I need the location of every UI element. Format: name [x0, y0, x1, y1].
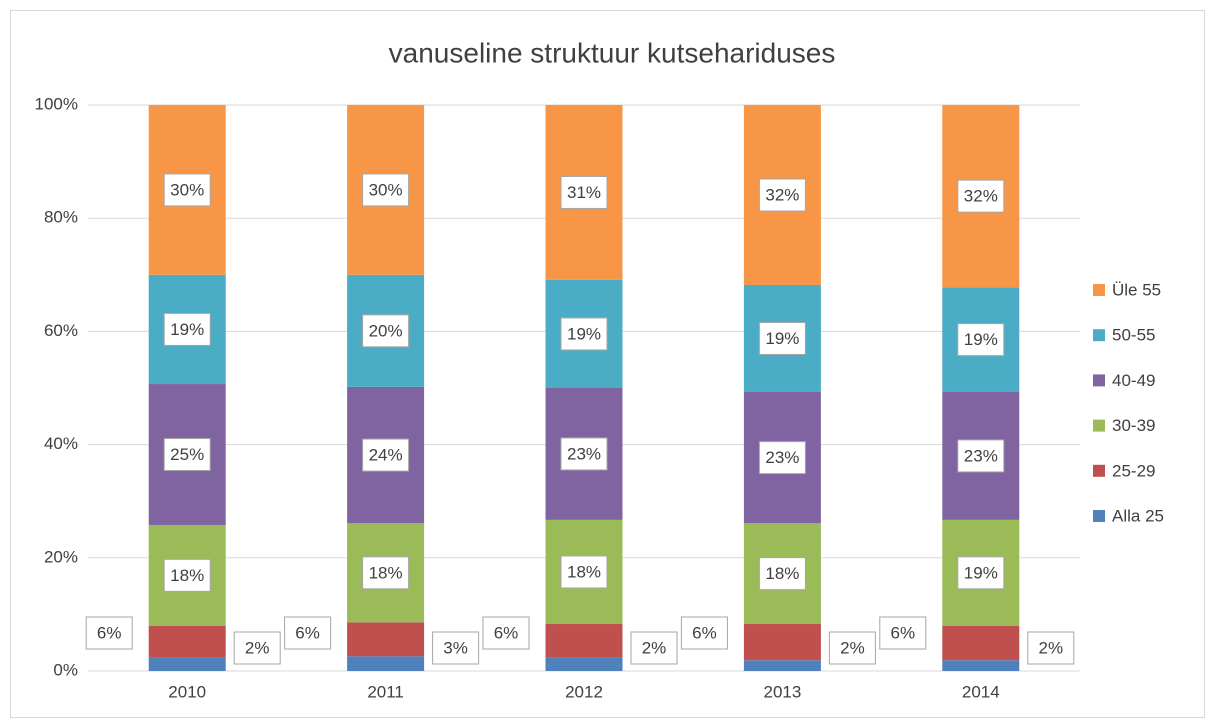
- data-label: 23%: [765, 448, 799, 467]
- data-label-box: [233, 631, 281, 665]
- data-label-box: [758, 441, 806, 475]
- data-label: 30%: [170, 180, 204, 199]
- data-label: 19%: [964, 330, 998, 349]
- data-label: 6%: [494, 623, 519, 642]
- y-tick-label: 80%: [44, 208, 78, 227]
- bar-segment: [743, 660, 821, 671]
- data-label: 2%: [245, 638, 270, 657]
- data-label: 25%: [170, 445, 204, 464]
- data-label-box: [560, 555, 608, 589]
- data-label: 3%: [443, 638, 468, 657]
- data-label-box: [163, 438, 211, 472]
- legend-swatch: [1093, 284, 1105, 296]
- data-label: 2%: [840, 638, 865, 657]
- data-label: 6%: [891, 623, 916, 642]
- data-label: 18%: [765, 564, 799, 583]
- y-tick-label: 60%: [44, 321, 78, 340]
- bar-segment: [347, 656, 425, 671]
- data-label-box: [1027, 631, 1075, 665]
- y-tick-label: 40%: [44, 434, 78, 453]
- data-label-box: [560, 437, 608, 471]
- bar-segment: [148, 625, 226, 658]
- data-label: 2%: [642, 638, 667, 657]
- x-tick-label: 2011: [367, 682, 404, 701]
- data-label-box: [163, 173, 211, 207]
- data-label: 31%: [567, 183, 601, 202]
- data-label: 30%: [369, 180, 403, 199]
- data-label-box: [630, 631, 678, 665]
- y-tick-label: 100%: [35, 94, 78, 113]
- data-label: 19%: [567, 324, 601, 343]
- bar-segment: [545, 657, 623, 671]
- data-label-box: [879, 616, 927, 650]
- data-label: 18%: [170, 566, 204, 585]
- bar-segment: [148, 657, 226, 671]
- bar-segment: [743, 624, 821, 661]
- data-label-box: [758, 557, 806, 591]
- legend-swatch: [1093, 464, 1105, 477]
- data-label-box: [560, 175, 608, 209]
- data-label-box: [432, 631, 480, 665]
- bar-segment: [347, 622, 425, 657]
- data-label-box: [284, 616, 332, 650]
- data-label-box: [758, 178, 806, 212]
- data-label: 18%: [369, 563, 403, 582]
- legend-label: 40-49: [1112, 371, 1155, 390]
- bar-segment: [942, 625, 1020, 661]
- x-tick-label: 2012: [565, 682, 603, 701]
- data-label: 6%: [295, 623, 320, 642]
- legend-label: Üle 55: [1112, 280, 1161, 299]
- data-label-box: [362, 556, 410, 590]
- data-label: 23%: [567, 444, 601, 463]
- data-label: 19%: [765, 329, 799, 348]
- data-label-box: [362, 314, 410, 348]
- data-label: 24%: [369, 446, 403, 465]
- data-label-box: [828, 631, 876, 665]
- data-label-box: [560, 317, 608, 351]
- data-label: 6%: [97, 623, 122, 642]
- data-label-box: [362, 438, 410, 472]
- data-label-box: [957, 323, 1005, 357]
- data-label-box: [482, 616, 530, 650]
- bar-segment: [545, 624, 623, 658]
- x-tick-label: 2014: [962, 682, 1000, 701]
- data-label: 19%: [170, 320, 204, 339]
- data-label-box: [957, 179, 1005, 213]
- legend-swatch: [1093, 510, 1105, 522]
- data-label: 32%: [765, 185, 799, 204]
- data-label-box: [163, 558, 211, 592]
- x-tick-label: 2010: [168, 682, 206, 701]
- legend-label: Alla 25: [1112, 506, 1164, 525]
- data-label-box: [163, 312, 211, 346]
- data-label: 18%: [567, 562, 601, 581]
- data-label: 20%: [369, 321, 403, 340]
- x-tick-label: 2013: [763, 682, 801, 701]
- data-label: 2%: [1039, 638, 1064, 657]
- data-label-box: [957, 439, 1005, 473]
- legend-label: 25-29: [1112, 461, 1155, 480]
- data-label: 19%: [964, 563, 998, 582]
- y-tick-label: 0%: [53, 660, 78, 679]
- legend-swatch: [1093, 329, 1105, 342]
- legend-label: 30-39: [1112, 416, 1155, 435]
- data-label: 6%: [692, 623, 717, 642]
- legend-swatch: [1093, 374, 1105, 387]
- bar-segment: [942, 660, 1020, 671]
- data-label: 32%: [964, 187, 998, 206]
- data-label-box: [758, 321, 806, 355]
- data-label-box: [85, 616, 133, 650]
- data-label-box: [957, 556, 1005, 590]
- data-label-box: [680, 616, 728, 650]
- data-label: 23%: [964, 446, 998, 465]
- data-label-box: [362, 173, 410, 207]
- chart-title: vanuseline struktuur kutsehariduses: [389, 37, 836, 68]
- y-tick-label: 20%: [44, 547, 78, 566]
- legend-swatch: [1093, 419, 1105, 432]
- legend-label: 50-55: [1112, 326, 1155, 345]
